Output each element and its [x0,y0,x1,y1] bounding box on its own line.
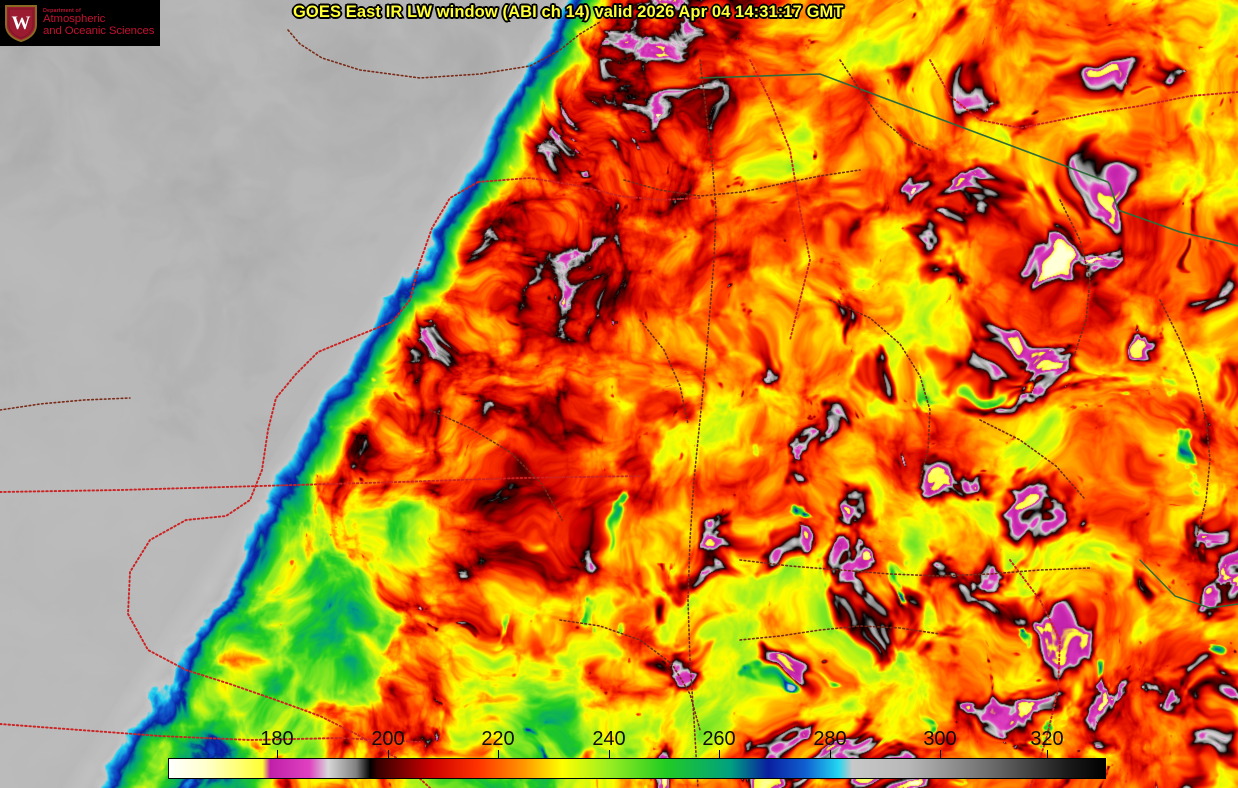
page-title: GOES East IR LW window (ABI ch 14) valid… [292,2,845,23]
colorbar-tick-marks [168,750,1106,759]
colorbar-tick-180 [277,750,278,759]
logo-name-line-1: Atmospheric [43,13,106,26]
colorbar-label-320: 320 [1030,728,1064,750]
svg-text:W: W [12,13,31,34]
colorbar-label-280: 280 [813,728,847,750]
uw-aos-logo: W Department of Atmospheric and Oceanic … [0,0,160,46]
colorbar-label-220: 220 [481,728,515,750]
colorbar-tick-260 [719,750,720,759]
colorbar-tick-320 [1047,750,1048,759]
colorbar-label-300: 300 [923,728,957,750]
colorbar-label-200: 200 [371,728,405,750]
colorbar-label-240: 240 [592,728,626,750]
colorbar-label-180: 180 [260,728,294,750]
uw-aos-logo-text: Department of Atmospheric and Oceanic Sc… [43,7,155,38]
colorbar-tick-labels: 180 200 220 240 260 280 300 320 [0,728,1238,754]
colorbar-tick-200 [388,750,389,759]
logo-name-line-2: and Oceanic Sciences [43,24,155,37]
colorbar-tick-240 [609,750,610,759]
colorbar-label-260: 260 [702,728,736,750]
colorbar-gradient [168,758,1106,779]
logo-department-label: Department of [43,7,81,14]
colorbar-tick-280 [830,750,831,759]
colorbar-tick-220 [498,750,499,759]
uw-crest-icon: W [4,4,38,43]
colorbar-tick-300 [940,750,941,759]
